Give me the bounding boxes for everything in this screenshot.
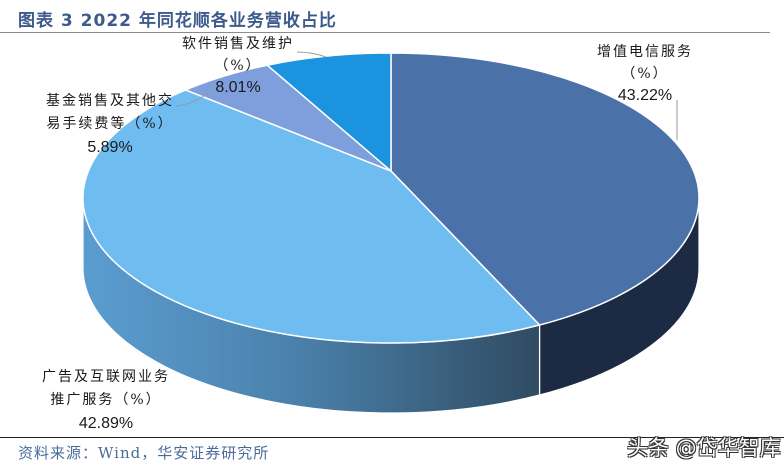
label-telecom-value: 43.22%: [617, 87, 673, 104]
watermark: 头条 @岱华智库: [627, 436, 781, 460]
label-ads: 广告及互联网业务 推广服务（%） 42.89%: [31, 366, 181, 435]
label-telecom-line2: （%）: [621, 66, 669, 82]
label-telecom-line1: 增值电信服务: [597, 44, 693, 60]
title-divider: [0, 32, 770, 33]
source-divider: [0, 437, 784, 438]
label-software-value: 8.01%: [215, 79, 261, 96]
label-fund-line1: 基金销售及其他交: [46, 93, 174, 109]
label-fund-line2: 易手续费等（%）: [46, 116, 174, 132]
leader-line-fund: [175, 89, 213, 107]
slice-software[interactable]: [266, 52, 392, 172]
label-fund: 基金销售及其他交 易手续费等（%） 5.89%: [35, 90, 185, 159]
leader-lines: [175, 51, 678, 140]
chart-title: 图表 3 2022 年同花顺各业务营收占比: [18, 11, 337, 31]
label-telecom: 增值电信服务 （%） 43.22%: [585, 41, 705, 107]
label-ads-line1: 广告及互联网业务: [42, 369, 170, 385]
leader-line-software: [296, 51, 327, 58]
label-fund-value: 5.89%: [87, 139, 133, 156]
pie-slices: [82, 52, 700, 344]
label-software: 软件销售及维护 （%） 8.01%: [173, 33, 303, 99]
source-note: 资料来源：Wind，华安证券研究所: [18, 444, 270, 462]
label-ads-line2: 推广服务（%）: [50, 392, 162, 408]
label-ads-value: 42.89%: [78, 415, 134, 432]
label-software-line2: （%）: [214, 58, 262, 74]
slice-telecom[interactable]: [390, 52, 700, 326]
label-software-line1: 软件销售及维护: [182, 36, 294, 52]
slice-ads[interactable]: [82, 89, 541, 344]
